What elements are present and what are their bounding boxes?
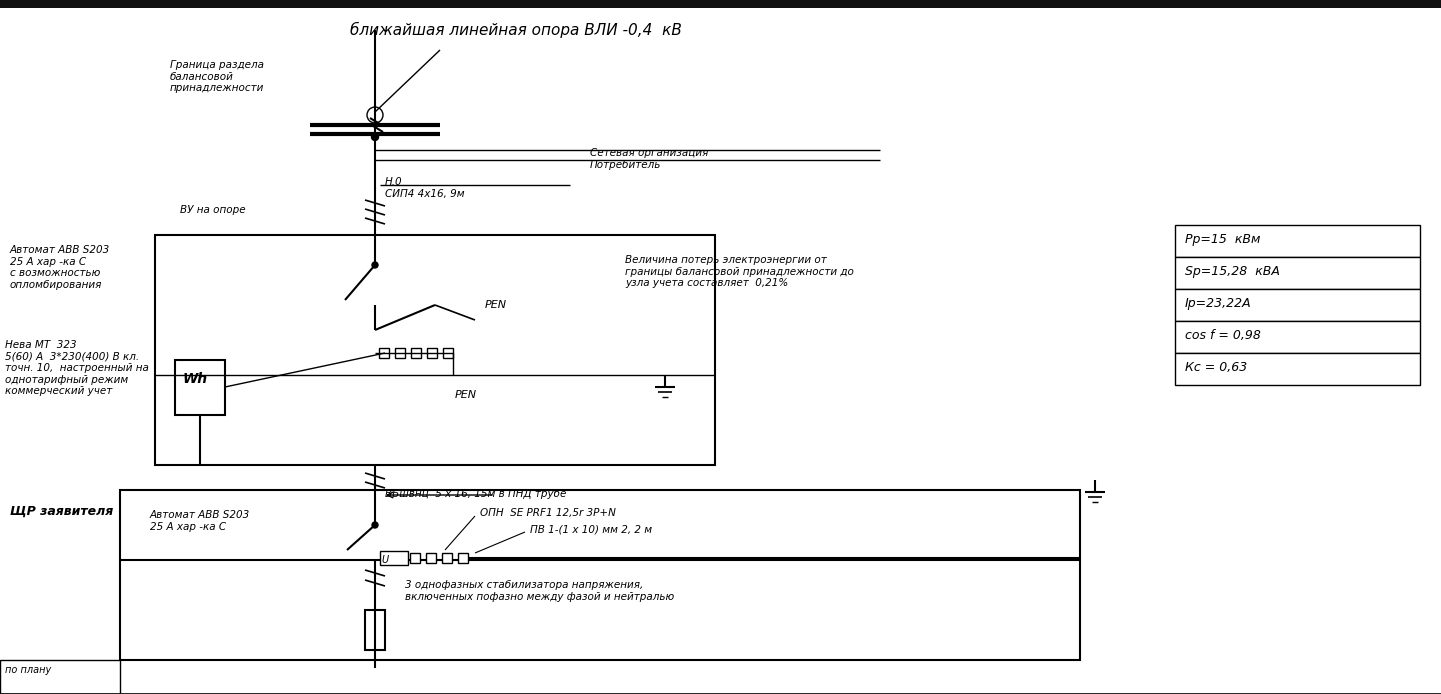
Text: ПВ 1-(1 x 10) мм 2, 2 м: ПВ 1-(1 x 10) мм 2, 2 м: [530, 524, 653, 534]
Text: Ip=23,22A: Ip=23,22A: [1185, 297, 1252, 310]
Circle shape: [372, 262, 378, 268]
Bar: [1174, 257, 1419, 289]
Bar: [380, 551, 408, 565]
Bar: [174, 360, 225, 415]
Text: Sp=15,28  кВА: Sp=15,28 кВА: [1185, 265, 1280, 278]
Text: 3 однофазных стабилизатора напряжения,
включенных пофазно между фазой и нейтраль: 3 однофазных стабилизатора напряжения, в…: [405, 580, 674, 602]
Bar: [427, 553, 437, 563]
Text: Нева МТ  323
5(60) А  3*230(400) В кл.
точн. 10,  настроенный на
однотарифный ре: Нева МТ 323 5(60) А 3*230(400) В кл. точ…: [4, 340, 148, 396]
Bar: [411, 553, 419, 563]
Text: Автомат ABB S203
25 А хар -ка C: Автомат ABB S203 25 А хар -ка C: [150, 510, 251, 532]
Bar: [0, 660, 120, 694]
Bar: [156, 235, 715, 465]
Bar: [1174, 289, 1419, 321]
Bar: [365, 610, 385, 650]
Text: Автомат ABB S203
25 А хар -ка C
с возможностью
опломбирования: Автомат ABB S203 25 А хар -ка C с возмож…: [10, 245, 111, 290]
Bar: [458, 553, 468, 563]
Bar: [427, 348, 437, 358]
Text: ОПН  SE PRF1 12,5r 3P+N: ОПН SE PRF1 12,5r 3P+N: [480, 508, 615, 518]
Bar: [1174, 321, 1419, 353]
Bar: [442, 348, 452, 358]
Bar: [411, 348, 421, 358]
Bar: [442, 553, 452, 563]
Bar: [395, 348, 405, 358]
Text: ВУ на опоре: ВУ на опоре: [180, 205, 245, 215]
Text: Pp=15  кВм: Pp=15 кВм: [1185, 233, 1261, 246]
Bar: [1174, 353, 1419, 385]
Text: по плану: по плану: [4, 665, 52, 675]
Circle shape: [372, 522, 378, 528]
Bar: [0, 0, 1441, 8]
Text: Граница раздела
балансовой
принадлежности: Граница раздела балансовой принадлежност…: [170, 60, 264, 93]
Text: U: U: [380, 555, 388, 565]
Bar: [1174, 225, 1419, 257]
Text: PEN: PEN: [455, 390, 477, 400]
Text: ВБшвнц  5 х 16, 15м в ПНД трубе: ВБшвнц 5 х 16, 15м в ПНД трубе: [385, 489, 566, 499]
Bar: [379, 348, 389, 358]
Text: ЩР заявителя: ЩР заявителя: [10, 505, 114, 518]
Text: Кс = 0,63: Кс = 0,63: [1185, 361, 1248, 374]
Text: Сетевая организация
Потребитель: Сетевая организация Потребитель: [589, 148, 709, 169]
Text: PEN: PEN: [486, 300, 507, 310]
Text: ближайшая линейная опора ВЛИ -0,4  кВ: ближайшая линейная опора ВЛИ -0,4 кВ: [350, 22, 682, 38]
Text: Н.0
СИП4 4x16, 9м: Н.0 СИП4 4x16, 9м: [385, 177, 464, 198]
Bar: [120, 490, 1079, 660]
Text: cos f = 0,98: cos f = 0,98: [1185, 329, 1261, 342]
Text: Wh: Wh: [183, 372, 208, 386]
Text: Величина потерь электроэнергии от
границы балансовой принадлежности до
узла учет: Величина потерь электроэнергии от границ…: [625, 255, 855, 288]
Circle shape: [372, 133, 379, 140]
